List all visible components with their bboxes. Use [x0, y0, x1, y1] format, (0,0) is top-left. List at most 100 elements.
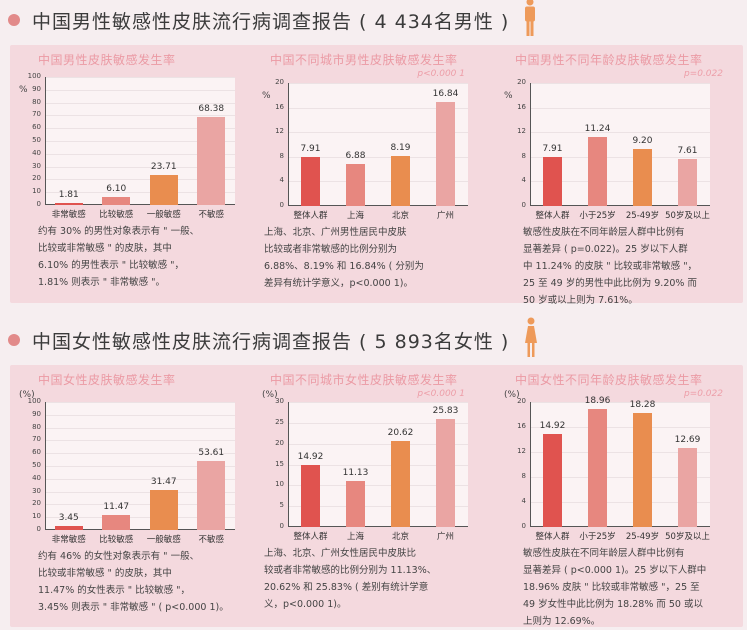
x-category-label: 一般敏感	[146, 535, 181, 545]
female-figure-icon	[523, 317, 539, 363]
y-tick-label: 8	[279, 151, 284, 160]
y-axis-unit: %	[504, 91, 513, 101]
y-axis	[530, 83, 531, 206]
x-category-label: 小于25岁	[579, 532, 616, 542]
bar-value-label: 12.69	[674, 434, 701, 445]
y-tick-label: 100	[27, 397, 41, 405]
bar-value-label: 53.61	[198, 448, 225, 459]
gridline	[45, 440, 235, 442]
y-tick-label: 40	[32, 473, 41, 482]
y-axis-unit: %	[19, 85, 28, 95]
gridline	[45, 77, 235, 78]
gridline	[45, 414, 235, 416]
p-value-annotation: p<0.000 1	[417, 389, 465, 399]
chart-description: 敏感性皮肤在不同年龄层人群中比例有 显著差异 ( p<0.000 1)。25 岁以…	[523, 545, 741, 630]
y-tick-label: 0	[279, 201, 284, 209]
y-tick-label: 70	[32, 110, 41, 119]
x-category-label: 50岁及以上	[665, 532, 710, 542]
y-tick-label: 12	[517, 447, 526, 455]
x-category-label: 上海	[346, 211, 364, 221]
y-tick-label: 80	[32, 97, 41, 106]
p-value-annotation: p=0.022	[683, 69, 723, 79]
description-line: 中 11.24% 的皮肤 " 比较或非常敏感 "，	[523, 261, 698, 272]
bar	[588, 136, 607, 206]
y-tick-label: 20	[517, 78, 526, 86]
chart-title: 中国不同城市男性皮肤敏感发生率	[270, 53, 458, 67]
y-tick-label: 4	[279, 176, 284, 185]
gridline	[45, 453, 235, 455]
gridline	[530, 83, 710, 84]
gridline	[45, 402, 235, 403]
x-category-label: 不敏感	[198, 210, 224, 220]
y-tick-label: 20	[275, 78, 284, 86]
chart-panel: 中国女性皮肤敏感发生率 (%) 0 10 20 30 40 50 60 70 80 90 100 3.45…	[10, 365, 250, 627]
gridline	[45, 166, 235, 168]
y-tick-label: 0	[521, 201, 526, 209]
y-tick-label: 100	[27, 72, 41, 80]
gridline	[530, 427, 710, 428]
bar-value-label: 23.71	[150, 161, 177, 172]
bullet-dot-icon	[8, 334, 20, 346]
section-header-male: 中国男性敏感性皮肤流行病调查报告 ( 4 434名男性 )	[0, 0, 747, 40]
x-axis	[288, 526, 468, 527]
y-axis	[45, 402, 46, 530]
gridline	[530, 156, 710, 158]
y-tick-label: 12	[275, 127, 284, 136]
gridline	[45, 478, 235, 480]
gridline	[288, 156, 468, 158]
chart-description: 上海、北京、广州男性居民中皮肤 比较或者非常敏感的比例分别为 6.88%、8.19%…	[264, 224, 479, 292]
x-category-label: 上海	[346, 532, 364, 542]
gridline	[45, 115, 235, 117]
gridline	[45, 192, 235, 194]
bar-value-label: 11.13	[342, 467, 369, 478]
y-axis-unit: %	[262, 91, 271, 101]
chart-panel: 中国男性皮肤敏感发生率% 0 10 20 30 40 50 60 70 80 90 100 1.81 非常…	[10, 45, 250, 303]
x-category-label: 50岁及以上	[665, 211, 710, 221]
bar	[633, 412, 652, 527]
y-tick-label: 15	[275, 459, 284, 468]
bar-value-label: 11.24	[584, 123, 611, 134]
description-line: 较或者非常敏感的比例分别为 11.13%、	[264, 565, 437, 576]
description-line: 约有 46% 的女性对象表示有 " 一般、	[38, 551, 200, 562]
gridline	[45, 89, 235, 91]
description-line: 显著差异 ( p=0.022)。25 岁以下人群	[523, 244, 688, 255]
description-line: 比较或非常敏感 " 的皮肤，其中	[38, 568, 172, 579]
y-tick-label: 0	[36, 200, 41, 208]
chart-description: 上海、北京、广州女性居民中皮肤比 较或者非常敏感的比例分别为 11.13%、 20.…	[264, 545, 479, 613]
description-line: 敏感性皮肤在不同年龄层人群中比例有	[523, 227, 685, 238]
gridline	[45, 491, 235, 493]
bar-value-label: 18.96	[584, 395, 611, 406]
x-category-label: 一般敏感	[146, 210, 181, 220]
x-category-label: 北京	[391, 211, 409, 221]
male-figure-icon	[523, 0, 537, 42]
description-line: 比较或非常敏感 " 的皮肤，其中	[38, 243, 172, 254]
bar-value-label: 18.28	[629, 399, 656, 410]
chart-description: 约有 30% 的男性对象表示有 " 一般、 比较或非常敏感 " 的皮肤，其中 6.1…	[38, 223, 248, 291]
bar-value-label: 9.20	[632, 136, 653, 147]
x-category-label: 整体人群	[535, 532, 570, 542]
description-line: 49 岁女性中此比例为 18.28% 而 50 或以	[523, 599, 703, 610]
description-line: 3.45% 则表示 " 非常敏感 " ( p<0.000 1)。	[38, 602, 229, 613]
gridline	[530, 502, 710, 503]
bar-chart: 0 10 20 30 40 50 60 70 80 90 100 3.45 非常敏感 11.47 比较敏感 3…	[28, 397, 235, 545]
description-line: 上则为 12.69%。	[523, 616, 601, 627]
male-panels: 中国男性皮肤敏感发生率% 0 10 20 30 40 50 60 70 80 90 100 1.81 非常…	[10, 45, 743, 306]
y-tick-label: 16	[517, 422, 526, 430]
bar	[588, 408, 607, 527]
gridline	[45, 179, 235, 181]
bar-value-label: 11.47	[103, 502, 130, 513]
gridline	[45, 466, 235, 467]
y-tick-label: 60	[32, 123, 41, 132]
gridline	[288, 506, 468, 508]
bar-value-label: 31.47	[150, 476, 177, 487]
bar	[54, 525, 83, 530]
chart-panel: 中国不同城市女性皮肤敏感发生率 p<0.000 1 (%) 0 5 10 15 20 25 30 1…	[250, 365, 495, 627]
bar	[391, 441, 410, 527]
y-tick-label: 20	[517, 397, 526, 405]
description-line: 6.10% 的男性表示 " 比较敏感 "，	[38, 260, 184, 271]
description-line: 差异有统计学意义，p<0.000 1)。	[264, 278, 413, 289]
y-tick-label: 12	[517, 127, 526, 136]
chart-panel: 中国女性不同年龄皮肤敏感发生率 p=0.022 (%) 0 4 8 12 16 20 14.92 整…	[495, 365, 743, 627]
y-tick-label: 0	[521, 522, 526, 530]
chart-title: 中国女性不同年龄皮肤敏感发生率	[515, 373, 703, 387]
